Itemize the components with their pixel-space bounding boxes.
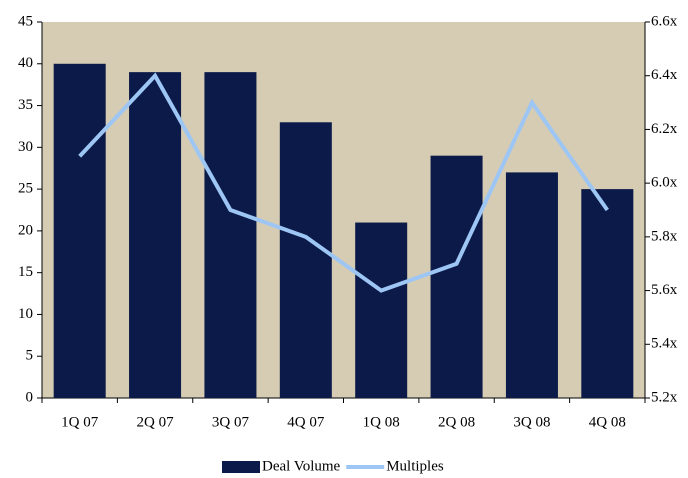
y-tick-label: 5: [26, 348, 34, 364]
x-tick-label: 4Q 07: [287, 414, 325, 430]
legend-label: Deal Volume: [262, 458, 341, 474]
y2-tick-label: 6.4x: [651, 67, 678, 83]
bar: [505, 172, 558, 398]
y-tick-label: 15: [18, 264, 33, 280]
y-tick-label: 40: [18, 55, 33, 71]
y-tick-label: 35: [18, 97, 33, 113]
y2-tick-label: 6.0x: [651, 175, 678, 191]
y-tick-label: 10: [18, 306, 33, 322]
x-tick-label: 1Q 07: [61, 414, 99, 430]
x-tick-label: 1Q 08: [363, 414, 400, 430]
y-tick-label: 45: [18, 13, 33, 29]
y-tick-label: 0: [26, 389, 34, 405]
line: [78, 72, 609, 293]
y-tick-label: 20: [18, 222, 33, 238]
legend-label: Multiples: [386, 458, 444, 474]
bar: [581, 189, 634, 398]
y-tick-label: 25: [18, 181, 33, 197]
y2-tick-label: 6.2x: [651, 121, 678, 137]
x-tick-label: 4Q 08: [589, 414, 626, 430]
y2-tick-label: 5.8x: [651, 228, 678, 244]
legend-swatch: [222, 461, 260, 473]
y2-tick-label: 5.4x: [651, 336, 678, 352]
bar: [279, 122, 332, 399]
y2-tick-label: 5.6x: [651, 282, 678, 298]
y-tick-label: 30: [18, 139, 33, 155]
y2-tick-label: 5.2x: [651, 389, 678, 405]
x-tick-label: 2Q 08: [438, 414, 475, 430]
bar: [129, 72, 182, 398]
x-tick-label: 3Q 07: [212, 414, 250, 430]
bar: [204, 72, 257, 398]
x-tick-label: 3Q 08: [513, 414, 550, 430]
bar: [430, 155, 483, 398]
bar: [355, 222, 408, 398]
bar: [53, 63, 106, 399]
x-tick-label: 2Q 07: [137, 414, 175, 430]
y2-tick-label: 6.6x: [651, 13, 678, 29]
